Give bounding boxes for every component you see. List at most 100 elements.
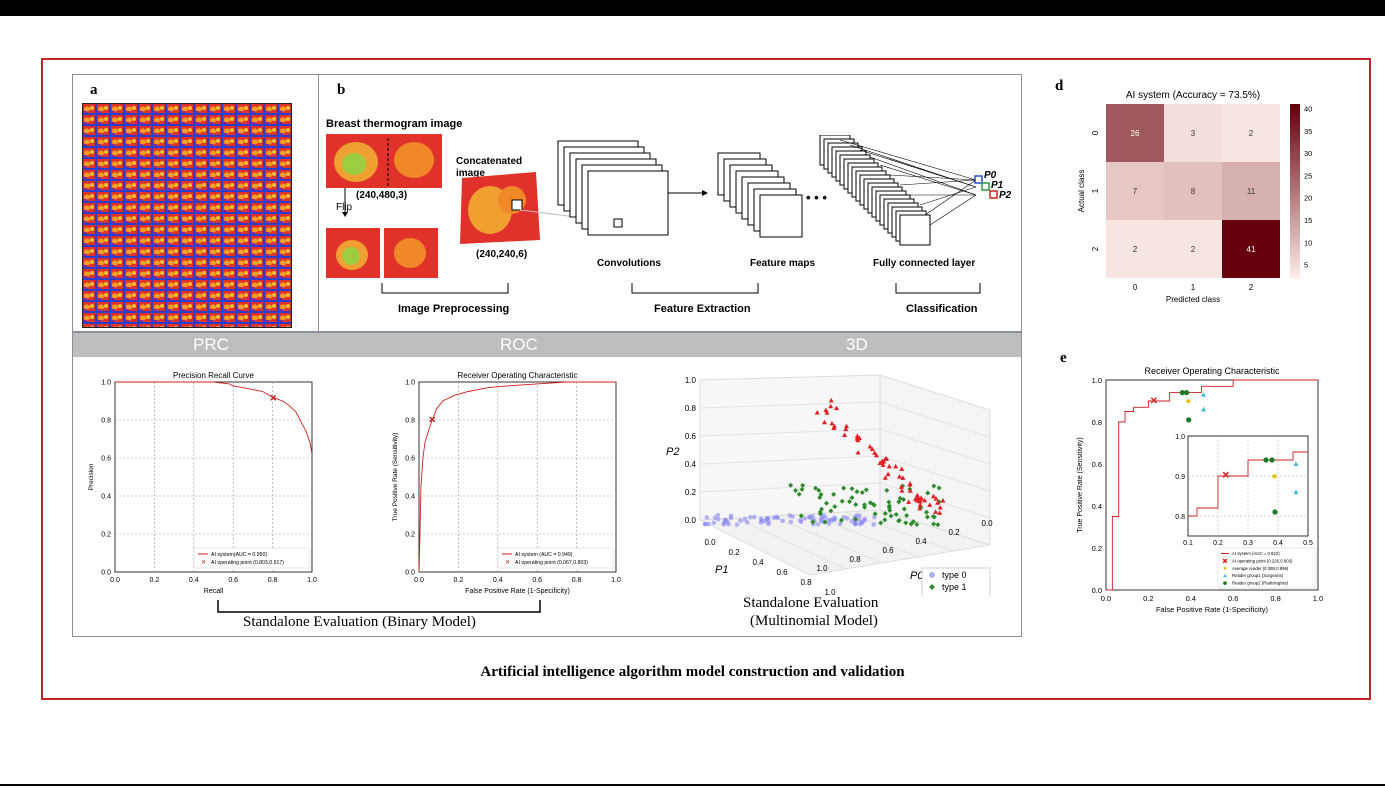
- y-tick-label: 2: [1091, 246, 1100, 251]
- type2-point: [898, 484, 904, 489]
- type2-point: [933, 496, 939, 501]
- colorbar-segment: [1290, 204, 1300, 209]
- legend-label: type 1: [942, 582, 967, 592]
- x-tick-label: 0.8: [268, 577, 278, 584]
- type1-point: [924, 509, 930, 515]
- x-tick-label: 0.2: [454, 577, 464, 584]
- type1-point: [849, 486, 855, 492]
- plot-area: [418, 381, 617, 573]
- type2-point: [882, 456, 888, 461]
- type2-point: [917, 502, 923, 507]
- ellipsis: • • •: [806, 190, 827, 205]
- convolutions-label: Convolutions: [597, 258, 661, 269]
- p0-tick-label: 0.2: [948, 528, 960, 537]
- reader-point: [1263, 457, 1269, 463]
- type0-point: [715, 516, 721, 522]
- colorbar-segment: [1290, 273, 1300, 279]
- z-axis-label: P2: [666, 446, 679, 458]
- type0-point: [744, 519, 750, 525]
- type1-point: [888, 513, 894, 519]
- reader-point: [1222, 471, 1229, 478]
- reader-point: [1150, 397, 1158, 404]
- colorbar-tick-label: 10: [1304, 238, 1312, 247]
- legend-x-swatch: ✕: [201, 560, 206, 566]
- type0-point: [762, 518, 768, 524]
- type1-point: [901, 496, 907, 502]
- type0-point: [872, 514, 877, 520]
- heatmap-cell: [1164, 220, 1222, 278]
- shape-input: (240,480,3): [356, 190, 408, 201]
- type0-point: [742, 516, 748, 522]
- y-axis-label: True Positive Rate (Sensitivity): [1077, 437, 1084, 532]
- y-tick-label: 0.0: [101, 570, 111, 577]
- colorbar-segment: [1290, 164, 1300, 170]
- type2-point: [828, 403, 834, 409]
- type2-point: [854, 433, 860, 438]
- colorbar-segment: [1290, 217, 1300, 222]
- output-p2: P2: [999, 190, 1012, 201]
- legend-label: type 0: [942, 570, 967, 580]
- grid-line: [879, 428, 991, 465]
- colorbar-segment: [1290, 195, 1300, 201]
- colorbar-segment: [1290, 138, 1300, 144]
- type1-point: [847, 499, 853, 505]
- heatmap-cell: [1106, 162, 1164, 220]
- heatmap-cell: [1164, 162, 1222, 220]
- type1-point: [854, 489, 860, 495]
- type1-point: [896, 499, 902, 505]
- inset-x-tick-label: 0.2: [1213, 540, 1223, 547]
- roc-binary-chart: Receiver Operating Characteristic 0.00.0 0…: [392, 371, 621, 595]
- grid-line: [699, 428, 881, 437]
- type1-point: [853, 516, 859, 522]
- type0-point: [819, 515, 825, 520]
- p0-tick-label: 0.6: [882, 546, 894, 555]
- type2-point: [937, 510, 943, 515]
- type1-point: [931, 483, 937, 489]
- legend-label: AI operating point (0.803,0.917): [211, 560, 284, 566]
- confusion-matrix: AI system (Accuracy = 73.5%)26 3 27 8 112 2 41…: [1077, 90, 1312, 304]
- reader-point: [1185, 398, 1191, 404]
- type2-point: [829, 420, 835, 426]
- colorbar-segment: [1290, 177, 1300, 183]
- output-p1: P1: [991, 180, 1004, 191]
- plot-area: [114, 381, 313, 573]
- x-tick-label: 1: [1191, 283, 1196, 292]
- type2-point: [882, 475, 888, 480]
- type2-point: [877, 460, 883, 465]
- heatmap-cell: [1164, 104, 1222, 162]
- colorbar-segment: [1290, 269, 1300, 275]
- colorbar-tick-label: 15: [1304, 216, 1312, 225]
- z-tick-label: 0.2: [685, 488, 697, 497]
- colorbar-segment: [1290, 108, 1300, 114]
- header-prc: PRC: [193, 335, 229, 354]
- colorbar-segment: [1290, 117, 1300, 122]
- type1-point: [832, 504, 838, 510]
- flipped-image-left: [326, 228, 380, 278]
- series-line: [1106, 379, 1318, 591]
- type0-point: [832, 516, 838, 522]
- type2-point: [935, 500, 941, 505]
- heatmap-cell: [1106, 104, 1164, 162]
- type1-point: [796, 491, 802, 497]
- grid-line: [699, 455, 881, 465]
- colorbar-tick-label: 30: [1304, 149, 1312, 158]
- type1-point: [849, 495, 855, 501]
- output-p0: P0: [984, 170, 997, 181]
- type2-point: [834, 405, 840, 411]
- shape-concat: (240,240,6): [476, 249, 528, 260]
- type0-point: [871, 522, 877, 527]
- type0-point: [826, 521, 832, 527]
- type1-point: [867, 500, 873, 506]
- reader-point: [1223, 573, 1227, 578]
- type1-point: [936, 485, 942, 491]
- inset-x-tick-label: 0.4: [1273, 540, 1283, 547]
- type1-point: [925, 490, 931, 496]
- reader-point: [1200, 392, 1207, 397]
- reader-point: [1186, 417, 1192, 423]
- y-tick-label: 0.2: [101, 532, 111, 539]
- type2-point: [940, 497, 946, 503]
- grid-line: [879, 455, 991, 492]
- colorbar-segment: [1290, 173, 1300, 179]
- y-tick-label: 0.0: [405, 570, 415, 577]
- type1-point: [788, 482, 794, 488]
